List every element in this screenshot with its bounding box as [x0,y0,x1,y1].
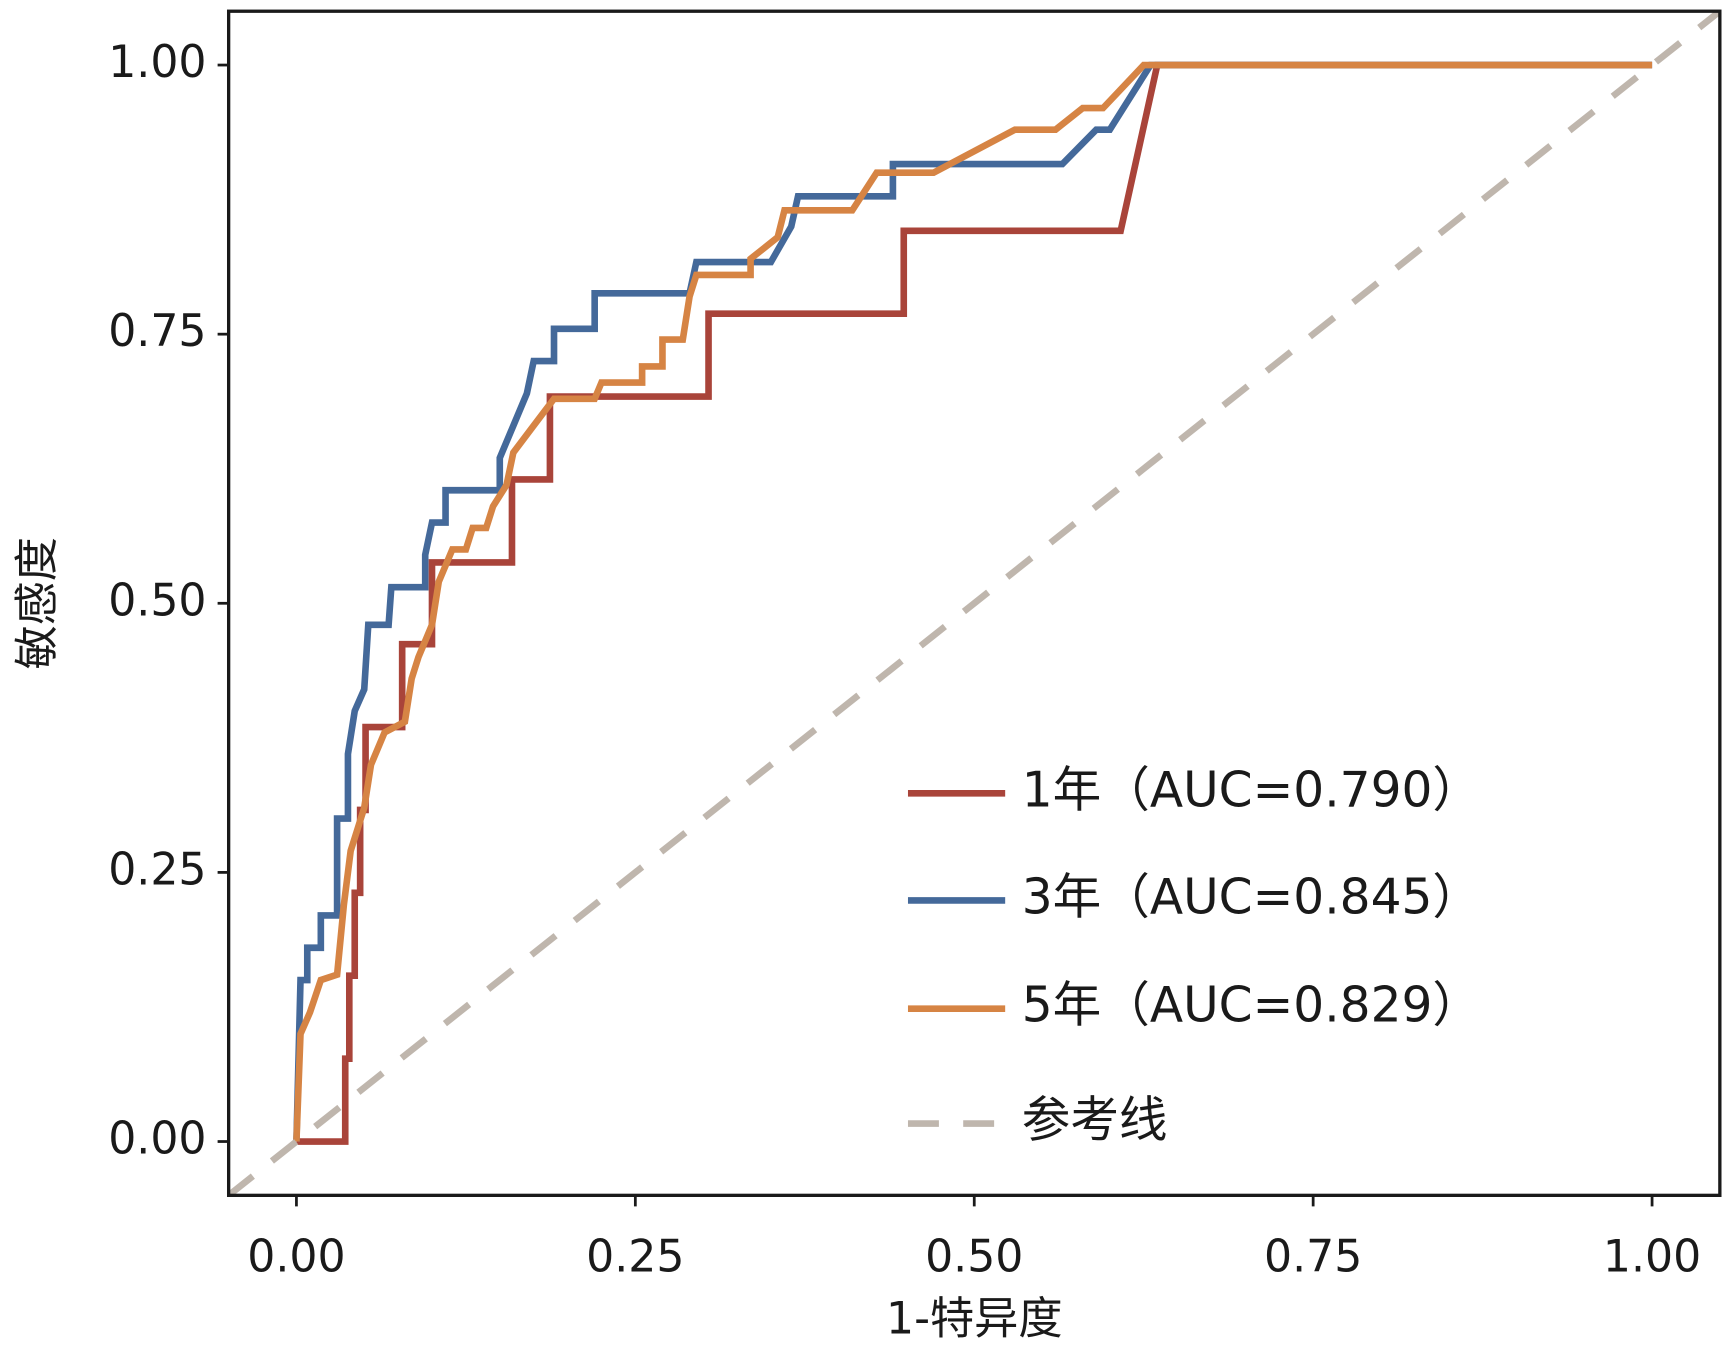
x-tick-label: 0.50 [925,1231,1023,1282]
x-tick-label: 0.25 [586,1231,684,1282]
y-tick-label: 0.50 [108,575,206,626]
x-tick-label: 0.75 [1264,1231,1362,1282]
legend-label: 5年（AUC=0.829） [1022,978,1481,1034]
x-axis-title: 1-特异度 [886,1293,1063,1344]
roc-curve [296,61,1653,1145]
y-tick-label: 0.75 [108,306,206,357]
y-axis-title: 敏感度 [12,537,63,670]
legend-label: 3年（AUC=0.845） [1022,869,1481,925]
reference-line [228,11,1720,1196]
y-tick-label: 0.25 [108,844,206,895]
plot-area [228,11,1720,1196]
y-tick-label: 0.00 [108,1114,206,1165]
roc-curve [293,61,1653,1142]
legend-label: 1年（AUC=0.790） [1022,762,1481,818]
x-tick-label: 0.00 [247,1231,345,1282]
y-tick-label: 1.00 [108,37,206,88]
plot-frame [226,9,1722,1198]
x-tick-label: 1.00 [1603,1231,1701,1282]
legend-label: 参考线 [1022,1093,1168,1149]
